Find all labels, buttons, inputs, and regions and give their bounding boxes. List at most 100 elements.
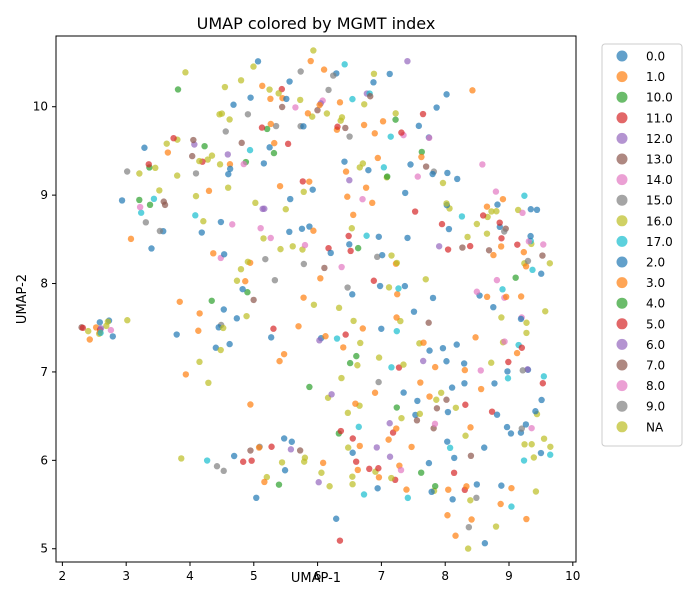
scatter-point: [542, 308, 549, 315]
scatter-point: [445, 225, 453, 233]
scatter-point: [537, 449, 545, 457]
scatter-point: [488, 359, 495, 366]
scatter-point: [349, 473, 356, 480]
scatter-point: [239, 458, 247, 465]
scatter-point: [306, 178, 313, 185]
scatter-point: [392, 116, 399, 123]
scatter-point: [462, 401, 469, 408]
scatter-point: [458, 213, 466, 220]
scatter-point: [464, 233, 471, 241]
scatter-point: [306, 383, 313, 391]
scatter-point: [287, 195, 294, 203]
scatter-point: [254, 58, 262, 65]
scatter-point: [422, 276, 429, 283]
scatter-point: [524, 366, 531, 373]
scatter-point: [375, 233, 382, 240]
scatter-point: [297, 68, 304, 75]
scatter-point: [386, 70, 393, 78]
scatter-point: [257, 224, 264, 232]
scatter-point: [239, 285, 246, 293]
scatter-point: [468, 516, 475, 523]
scatter-point: [469, 87, 476, 94]
scatter-point: [403, 486, 410, 493]
scatter-point: [344, 284, 351, 291]
scatter-point: [418, 148, 425, 156]
scatter-point: [404, 234, 411, 242]
y-tick-label: 6: [40, 453, 48, 467]
scatter-point: [414, 173, 421, 180]
scatter-point: [353, 352, 360, 360]
scatter-point: [508, 503, 515, 510]
scatter-point: [386, 453, 394, 460]
scatter-point: [310, 301, 318, 308]
scatter-point: [479, 212, 487, 219]
scatter-point: [336, 537, 344, 544]
legend-label: 2.0: [646, 256, 665, 270]
scatter-point: [205, 187, 213, 195]
scatter-point: [347, 247, 354, 255]
scatter-point: [233, 315, 241, 322]
scatter-point: [528, 424, 535, 432]
scatter-point: [247, 401, 254, 408]
scatter-point: [514, 241, 521, 248]
scatter-point: [446, 444, 454, 451]
scatter-point: [369, 199, 376, 207]
scatter-point: [473, 481, 481, 488]
scatter-point: [300, 294, 307, 301]
scatter-point: [483, 230, 491, 237]
scatter-point: [225, 170, 232, 178]
scatter-point: [230, 452, 238, 460]
scatter-point: [292, 104, 299, 111]
scatter-point: [192, 212, 199, 219]
scatter-point: [213, 463, 221, 470]
x-tick-label: 8: [441, 569, 449, 583]
scatter-point: [504, 368, 511, 375]
scatter-point: [451, 454, 458, 462]
scatter-point: [263, 125, 271, 133]
scatter-point: [359, 196, 366, 203]
scatter-point: [425, 319, 432, 326]
scatter-point: [296, 447, 304, 454]
scatter-point: [226, 116, 233, 123]
scatter-point: [479, 161, 486, 168]
x-tick-label: 4: [186, 569, 194, 583]
scatter-point: [400, 389, 407, 396]
scatter-point: [497, 243, 505, 250]
scatter-point: [518, 344, 526, 351]
scatter-point: [540, 241, 547, 248]
scatter-point: [481, 444, 488, 451]
scatter-point: [432, 482, 439, 490]
legend-marker: [616, 359, 628, 371]
scatter-point: [226, 165, 234, 173]
scatter-point: [520, 457, 528, 464]
scatter-point: [443, 358, 450, 365]
scatter-point: [522, 421, 530, 428]
scatter-point: [520, 248, 528, 256]
legend-label: 15.0: [646, 194, 673, 208]
scatter-point: [354, 362, 361, 369]
scatter-point: [317, 275, 324, 282]
scatter-point: [266, 144, 273, 151]
scatter-point: [349, 95, 356, 103]
x-tick-label: 9: [505, 569, 513, 583]
scatter-point: [123, 168, 131, 175]
scatter-point: [320, 66, 328, 73]
scatter-point: [501, 228, 508, 235]
scatter-point: [517, 293, 525, 300]
scatter-point: [525, 238, 533, 245]
scatter-point: [286, 228, 293, 236]
scatter-point: [328, 391, 335, 398]
scatter-point: [226, 340, 233, 348]
scatter-point: [443, 91, 450, 98]
scatter-point: [173, 331, 180, 338]
scatter-point: [217, 218, 225, 226]
legend-label: 0.0: [646, 50, 665, 64]
scatter-point: [401, 282, 409, 290]
scatter-point: [493, 276, 501, 284]
scatter-point: [512, 274, 519, 281]
scatter-point: [321, 264, 328, 272]
scatter-point: [260, 160, 268, 167]
scatter-point: [538, 396, 545, 404]
scatter-point: [349, 291, 356, 298]
